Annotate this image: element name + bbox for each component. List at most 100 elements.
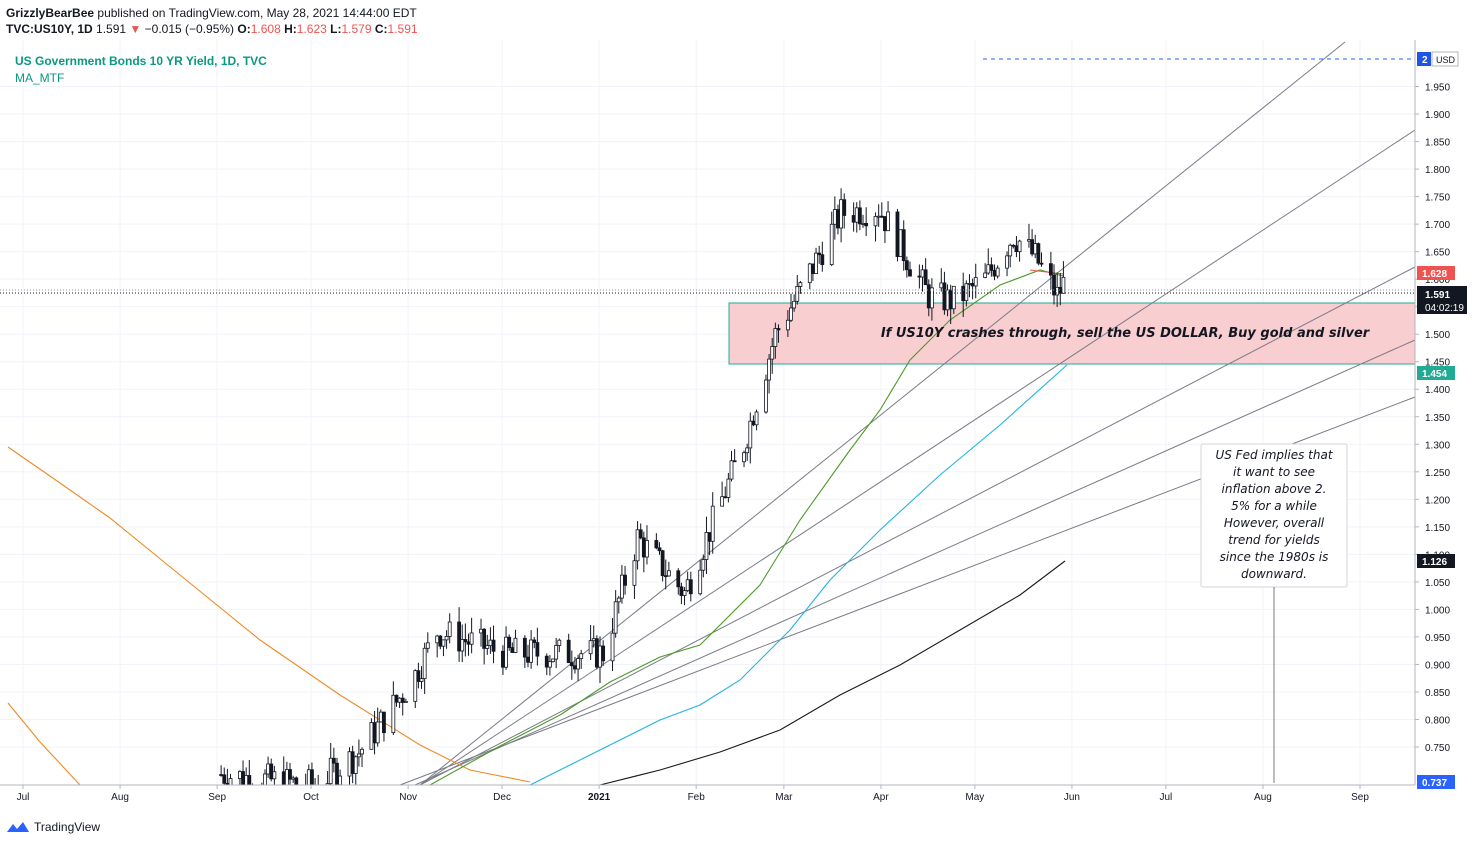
trend-line[interactable] — [419, 129, 1416, 786]
candle — [400, 693, 405, 716]
publisher-line: GrizzlyBearBee published on TradingView.… — [6, 5, 418, 21]
candle — [908, 261, 912, 277]
candle — [632, 554, 637, 599]
candle — [795, 274, 800, 305]
trend-line[interactable] — [419, 266, 1416, 786]
candle — [820, 241, 825, 272]
tag-unit: USD — [1431, 51, 1459, 67]
y-tick-label: 0.850 — [1425, 688, 1450, 699]
candle — [579, 649, 584, 669]
x-tick-label: Feb — [688, 792, 706, 803]
candle — [861, 214, 865, 228]
candle — [898, 229, 903, 257]
candle — [832, 196, 837, 240]
candle — [457, 607, 461, 662]
candle — [776, 324, 781, 343]
candle — [1048, 251, 1053, 290]
candle — [419, 666, 424, 689]
y-axis[interactable]: 0.7500.8000.8500.9000.9501.0001.0501.100… — [1414, 40, 1480, 815]
footer-brand[interactable]: TradingView — [34, 820, 101, 834]
ma-orange-1 — [7, 446, 531, 783]
candle — [1033, 234, 1038, 259]
note-line: 5% for a while — [1231, 499, 1317, 513]
x-tick-label: Apr — [873, 792, 889, 803]
candle — [1061, 261, 1066, 294]
candles — [219, 188, 1066, 809]
candle — [438, 634, 443, 650]
author-name[interactable]: GrizzlyBearBee — [6, 6, 95, 20]
candle — [857, 200, 862, 231]
footer: TradingView — [6, 820, 100, 834]
candle — [767, 353, 771, 394]
candle — [798, 280, 803, 294]
y-tick-label: 1.750 — [1425, 193, 1450, 204]
candle — [995, 265, 1000, 279]
tag-last: 1.591 04:02:19 — [1417, 286, 1467, 314]
candle — [939, 268, 944, 292]
candle — [851, 202, 856, 232]
candle — [789, 293, 793, 323]
candle — [1008, 243, 1013, 268]
svg-text:1.628: 1.628 — [1422, 269, 1447, 280]
svg-text:1.126: 1.126 — [1422, 557, 1447, 568]
y-tick-label: 1.350 — [1425, 413, 1450, 424]
candle — [811, 263, 815, 282]
candle — [241, 760, 245, 789]
candle — [698, 559, 703, 596]
candle — [638, 523, 643, 540]
tradingview-logo-icon — [7, 822, 29, 832]
candle — [641, 531, 646, 573]
candle — [951, 285, 956, 314]
y-tick-label: 1.700 — [1425, 220, 1450, 231]
candle — [1014, 236, 1019, 258]
candle — [1027, 223, 1031, 248]
candle — [360, 747, 364, 768]
note-line: US Fed implies that — [1215, 448, 1333, 462]
candle — [1011, 244, 1016, 249]
support-zone — [728, 302, 1416, 365]
zone-annotation[interactable]: If US10Y crashes through, sell the US DO… — [881, 326, 1371, 341]
candle — [873, 212, 878, 242]
legend-title[interactable]: US Government Bonds 10 YR Yield, 1D, TVC — [15, 54, 267, 68]
ohlc-line: TVC:US10Y, 1D 1.591 ▼ −0.015 (−0.95%) O:… — [6, 21, 418, 37]
candle — [238, 770, 242, 787]
candle — [704, 516, 709, 574]
symbol-label[interactable]: TVC:US10Y, 1D — [6, 22, 93, 36]
candle — [272, 765, 277, 785]
candle — [723, 486, 728, 499]
candle — [369, 718, 374, 750]
candle — [435, 634, 440, 658]
x-axis[interactable]: Jul Aug Sep Oct Nov Dec 2021 Feb Mar Apr May Jun Jul… — [0, 784, 1480, 815]
note-box[interactable]: US Fed implies that it want to see inflati… — [1200, 443, 1348, 783]
candle — [357, 739, 361, 767]
candle — [219, 765, 224, 777]
trend-lines — [399, 41, 1416, 786]
candle — [1005, 251, 1009, 277]
candle — [460, 624, 465, 663]
candle — [294, 776, 299, 786]
price-chart[interactable]: If US10Y crashes through, sell the US DO… — [0, 40, 1480, 815]
candle — [613, 590, 618, 638]
trend-line[interactable] — [414, 339, 1416, 786]
candle — [836, 204, 840, 235]
ma-cyan — [529, 364, 1068, 786]
candle — [785, 310, 790, 337]
candle — [864, 207, 869, 237]
svg-text:1.454: 1.454 — [1422, 369, 1447, 380]
y-tick-label: 1.600 — [1425, 275, 1450, 286]
high-label: H: — [284, 22, 297, 36]
legend-indicator[interactable]: MA_MTF — [15, 71, 64, 85]
candle — [886, 201, 890, 232]
candle — [331, 747, 336, 773]
y-tick-label: 1.900 — [1425, 110, 1450, 121]
y-tick-label: 1.400 — [1425, 385, 1450, 396]
candle — [742, 450, 746, 468]
candle — [375, 707, 380, 747]
candle — [817, 245, 822, 264]
candle — [989, 257, 994, 277]
y-tick-label: 1.000 — [1425, 605, 1450, 616]
trend-line[interactable] — [419, 41, 1346, 786]
candle — [720, 481, 725, 507]
candle — [548, 655, 552, 676]
candle — [403, 698, 408, 703]
